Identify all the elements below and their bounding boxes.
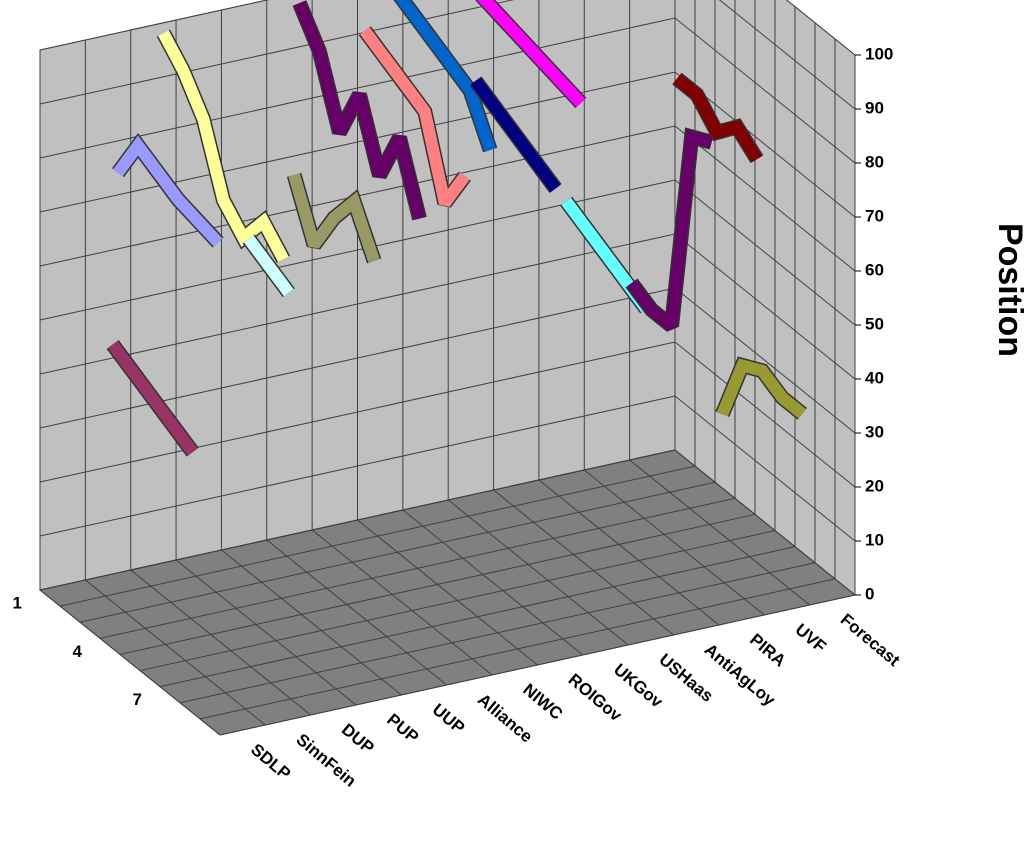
ribbon [288,173,380,263]
x-tick-label: UVF [792,620,830,656]
grid-line [39,449,856,596]
ribbon [476,0,586,108]
floor-grid [538,479,720,626]
floor-grid [221,549,402,696]
grid-line [39,0,856,110]
floor-grid [139,530,776,672]
grid-line [39,17,856,164]
x-tick-label: NIWC [519,680,566,724]
floor-grid [629,459,810,606]
floor-grid [179,562,816,704]
y-tick-label: 80 [865,152,884,171]
depth-tick-label: 7 [133,690,142,709]
y-tick-label: 40 [865,368,884,387]
grid-line [39,179,856,326]
ribbon [293,0,426,220]
y-tick-label: 70 [865,206,884,225]
y-tick-label: 90 [865,98,884,117]
ribbon [360,27,470,207]
floor-grid [583,469,765,616]
ribbon [626,129,714,331]
x-tick-label: SDLP [247,740,294,784]
floor-grid [493,489,674,636]
y-tick-label: 20 [865,476,884,495]
y-tick-label: 10 [865,530,884,549]
y-tick-label: 30 [865,422,884,441]
ribbon [470,77,561,193]
floor-grid [311,529,493,676]
ribbon [107,340,198,456]
x-tick-label: DUP [338,720,378,758]
ribbon [395,0,496,152]
floor-grid [219,594,856,736]
x-tick-label: UUP [429,700,469,738]
grid-line [39,0,856,56]
floor-grid [357,519,538,666]
y-tick-label: 60 [865,260,884,279]
grid-line [39,71,856,218]
floor-grid [175,559,357,706]
floor-grid [447,499,629,646]
ribbon [243,235,294,297]
x-tick-label: PIRA [746,630,789,671]
floor-grid [85,579,266,726]
ribbon [113,135,223,247]
ribbon [673,73,763,163]
grid-line [39,341,856,488]
depth-tick-label: 1 [13,594,22,613]
floor-grid [199,578,836,720]
y-tick-label: 50 [865,314,884,333]
floor-grid [266,539,448,686]
x-tick-label: Forecast [837,610,904,670]
ribbon [716,358,807,419]
grid-line [39,395,856,542]
floor-grid [59,465,696,607]
y-axis-title: Position [991,223,1029,357]
depth-tick-label: 4 [73,642,83,661]
floor-grid [130,569,312,716]
y-tick-label: 100 [865,44,893,63]
floor-grid [402,509,584,656]
floor-grid [119,513,756,655]
floor-grid [39,589,221,736]
floor-grid [159,546,796,688]
floor-grid [79,481,716,623]
floor-grid [99,497,736,639]
ribbon [158,30,289,263]
y-tick-label: 0 [865,584,874,603]
x-tick-label: PUP [383,710,422,747]
grid-line [39,125,856,272]
